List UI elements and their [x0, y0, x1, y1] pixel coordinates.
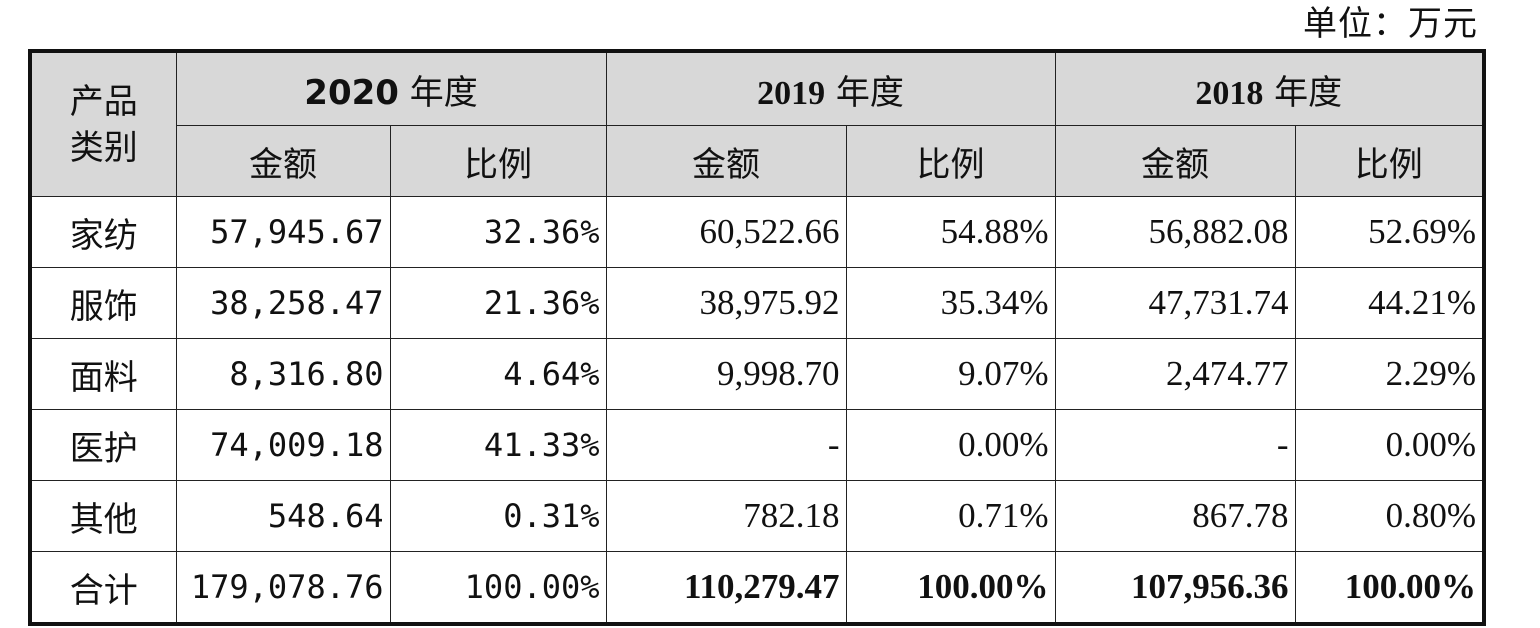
ratio-2019: 0.00%: [845, 409, 1056, 481]
ratio-2018: 2.29%: [1294, 338, 1485, 410]
ratio-2018: 52.69%: [1294, 196, 1485, 268]
ratio-2020: 0.31%: [389, 480, 607, 552]
amount-2019: 9,998.70: [605, 338, 847, 410]
ratio-2019: 35.34%: [845, 267, 1056, 339]
total-row: 合计 179,078.76 100.00% 110,279.47 100.00%…: [29, 551, 1485, 625]
amount-2018: 2,474.77: [1054, 338, 1296, 410]
ratio-header-2019: 比例: [845, 125, 1056, 197]
ratio-2020: 21.36%: [389, 267, 607, 339]
year-2020-suffix: 年度: [398, 72, 478, 113]
total-amount-2019: 110,279.47: [605, 551, 847, 625]
table-row: 其他 548.64 0.31% 782.18 0.71% 867.78 0.80…: [29, 480, 1485, 552]
table-row: 服饰 38,258.47 21.36% 38,975.92 35.34% 47,…: [29, 267, 1485, 339]
amount-2019: 60,522.66: [605, 196, 847, 268]
amount-2019: 38,975.92: [605, 267, 847, 339]
year-2019-suffix: 年度: [825, 72, 904, 113]
total-amount-2020: 179,078.76: [175, 551, 391, 625]
ratio-2019: 54.88%: [845, 196, 1056, 268]
total-label: 合计: [29, 551, 177, 625]
table-row: 家纺 57,945.67 32.36% 60,522.66 54.88% 56,…: [29, 196, 1485, 268]
row-category: 其他: [29, 480, 177, 552]
ratio-2018: 0.00%: [1294, 409, 1485, 481]
amount-2020: 548.64: [175, 480, 391, 552]
ratio-2020: 4.64%: [389, 338, 607, 410]
ratio-2018: 0.80%: [1294, 480, 1485, 552]
year-2019-label: 2019: [757, 74, 826, 112]
ratio-2020: 41.33%: [389, 409, 607, 481]
category-header-line2: 类别: [69, 127, 138, 168]
year-2018-label: 2018: [1195, 74, 1264, 112]
year-2020-label: 2020: [304, 72, 399, 113]
amount-2019: 782.18: [605, 480, 847, 552]
amount-2019: -: [605, 409, 847, 481]
amount-2020: 38,258.47: [175, 267, 391, 339]
row-category: 面料: [29, 338, 177, 410]
revenue-by-product-table: 产品 类别 2020 年度 2019 年度 2018 年度 金额 比例 金额 比…: [28, 49, 1487, 626]
amount-2020: 57,945.67: [175, 196, 391, 268]
amount-2020: 8,316.80: [175, 338, 391, 410]
category-header-line1: 产品: [69, 81, 138, 122]
total-amount-2018: 107,956.36: [1054, 551, 1296, 625]
amount-2020: 74,009.18: [175, 409, 391, 481]
total-ratio-2020: 100.00%: [389, 551, 607, 625]
amount-2018: -: [1054, 409, 1296, 481]
amount-header-2018: 金额: [1054, 125, 1296, 197]
amount-2018: 47,731.74: [1054, 267, 1296, 339]
total-ratio-2018: 100.00%: [1294, 551, 1485, 625]
amount-2018: 867.78: [1054, 480, 1296, 552]
amount-header-2020: 金额: [175, 125, 391, 197]
amount-header-2019: 金额: [605, 125, 847, 197]
year-2018-suffix: 年度: [1263, 72, 1343, 113]
amount-2018: 56,882.08: [1054, 196, 1296, 268]
ratio-2020: 32.36%: [389, 196, 607, 268]
year-header-2019: 2019 年度: [605, 50, 1056, 126]
total-ratio-2019: 100.00%: [845, 551, 1056, 625]
table-row: 医护 74,009.18 41.33% - 0.00% - 0.00%: [29, 409, 1485, 481]
ratio-2018: 44.21%: [1294, 267, 1485, 339]
row-category: 家纺: [29, 196, 177, 268]
ratio-2019: 0.71%: [845, 480, 1056, 552]
table-row: 面料 8,316.80 4.64% 9,998.70 9.07% 2,474.7…: [29, 338, 1485, 410]
unit-label: 单位：万元: [1303, 4, 1478, 44]
year-header-2018: 2018 年度: [1054, 50, 1485, 126]
category-header: 产品 类别: [29, 50, 177, 197]
ratio-header-2020: 比例: [389, 125, 607, 197]
ratio-header-2018: 比例: [1294, 125, 1485, 197]
ratio-2019: 9.07%: [845, 338, 1056, 410]
row-category: 服饰: [29, 267, 177, 339]
row-category: 医护: [29, 409, 177, 481]
year-header-2020: 2020 年度: [175, 50, 607, 126]
